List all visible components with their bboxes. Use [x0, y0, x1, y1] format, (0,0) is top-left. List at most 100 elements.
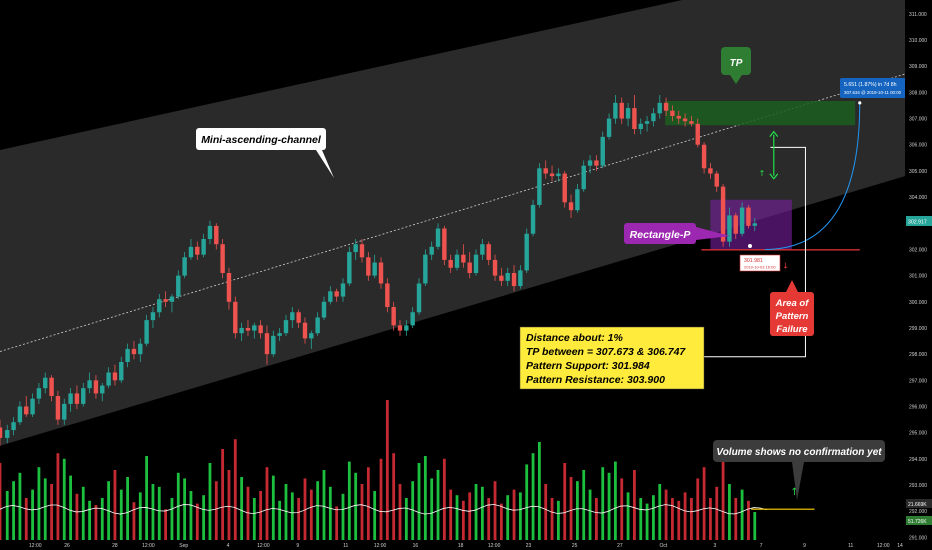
volume-bar — [461, 500, 465, 540]
volume-bar — [728, 484, 731, 540]
candle — [87, 372, 92, 394]
candle-body — [112, 372, 118, 381]
candle — [283, 314, 289, 336]
candle — [271, 330, 276, 357]
volume-bar — [303, 478, 307, 540]
time-tick-label: 7 — [760, 543, 763, 549]
candle-body — [448, 259, 453, 268]
volume-bar — [31, 489, 34, 540]
volume-bar — [297, 498, 301, 540]
candle — [214, 223, 219, 250]
candle — [461, 244, 466, 268]
candle-body — [727, 215, 732, 242]
volume-bar — [309, 489, 313, 540]
candle-body — [613, 102, 618, 119]
volume-bar — [480, 486, 484, 540]
small-down-arrow: ↓ — [782, 262, 789, 271]
candle-body — [378, 262, 384, 284]
candle — [568, 194, 574, 219]
time-axis[interactable]: 12:00 26 28 12:00 Sep 4 12:00 9 11 12:00 16 18 12:00… — [0, 540, 932, 550]
volume-tag-2-text: 51.726K — [908, 519, 927, 525]
candle — [423, 249, 428, 287]
info-box[interactable]: Distance about: 1% TP between = 307.673 … — [519, 326, 705, 390]
candle-body — [499, 275, 504, 281]
candle — [55, 390, 61, 425]
candle — [93, 375, 99, 399]
measure-label[interactable]: 5.651 (1.87%) in 7d 8h 307.634 @ 2019-10… — [840, 78, 910, 98]
rectangle-label-callout[interactable]: Rectangle-P — [624, 223, 730, 244]
candle — [334, 288, 339, 302]
volume-bar — [525, 464, 529, 540]
time-tick-label: 12:00 — [488, 543, 501, 549]
time-tick-label: Sep — [179, 543, 188, 549]
tp-label-callout[interactable]: TP — [721, 47, 751, 84]
volume-bar — [449, 489, 453, 540]
price-tick-label: 310.000 — [909, 38, 927, 44]
volume-note-callout[interactable]: Volume shows no confirmation yet — [713, 440, 885, 500]
candle-body — [182, 257, 187, 276]
small-up-arrow: ↑ — [759, 169, 766, 178]
volume-bar — [702, 467, 706, 540]
candle-body — [733, 215, 738, 234]
candle — [556, 168, 561, 182]
candle — [176, 270, 181, 300]
candle-body — [752, 223, 757, 226]
info-tp-between: TP between = 307.673 & 306.747 — [526, 346, 686, 358]
candle — [74, 385, 80, 410]
candle — [195, 241, 200, 260]
candle — [0, 419, 3, 446]
candle-body — [442, 228, 447, 260]
candle-body — [290, 312, 295, 321]
price-tick-label: 308.000 — [909, 90, 927, 96]
volume-bar — [240, 477, 244, 540]
volume-bar — [24, 498, 28, 540]
candle — [43, 372, 48, 394]
candle-body — [435, 228, 441, 247]
candle-body — [663, 102, 669, 111]
price-axis[interactable]: 311.000 310.000 309.000 308.000 307.000 306.0… — [905, 0, 932, 541]
candle-body — [100, 385, 105, 394]
candle — [448, 254, 453, 273]
candle-body — [201, 238, 206, 255]
candle — [17, 401, 23, 425]
info-distance: Distance about: 1% — [526, 332, 624, 344]
last-price-tag: 302.917 — [906, 216, 932, 226]
candle-body — [739, 207, 745, 234]
time-tick-label: 11 — [848, 543, 853, 549]
volume-bar — [417, 463, 421, 540]
candle-body — [176, 275, 181, 297]
channel-label-callout[interactable]: Mini-ascending-channel — [196, 128, 334, 178]
candle — [233, 296, 238, 339]
time-tick-label: 9 — [803, 543, 806, 549]
candle — [11, 416, 16, 436]
volume-bar — [138, 492, 142, 540]
candle — [188, 238, 194, 260]
volume-bar — [246, 486, 250, 540]
volume-bar — [189, 491, 193, 540]
volume-tag-1-text: 21.669K — [908, 502, 927, 508]
volume-bar — [18, 472, 22, 540]
failure-label-line1: Area of — [775, 298, 810, 309]
candle — [258, 320, 263, 339]
volume-bar — [37, 467, 41, 540]
time-axis-bg — [0, 540, 932, 550]
candle — [169, 293, 175, 313]
candle — [752, 218, 757, 232]
candle — [391, 301, 396, 331]
candle — [587, 155, 593, 174]
tp-distance-arrow — [769, 130, 779, 180]
volume-bar — [12, 481, 15, 540]
volume-bar — [170, 498, 174, 540]
candle — [581, 160, 586, 192]
volume-bar — [335, 506, 339, 540]
candle — [226, 267, 232, 310]
candle — [264, 325, 270, 365]
candle — [372, 254, 377, 279]
time-tick-label: 12:00 — [374, 543, 387, 549]
candle-body — [423, 254, 428, 284]
support-label[interactable]: 301.981 2019-10-03 16:00 — [739, 254, 781, 272]
time-tick-label: 25 — [572, 543, 578, 549]
failure-label-callout[interactable]: Area of Pattern Failure — [770, 280, 814, 336]
candle — [543, 160, 548, 179]
